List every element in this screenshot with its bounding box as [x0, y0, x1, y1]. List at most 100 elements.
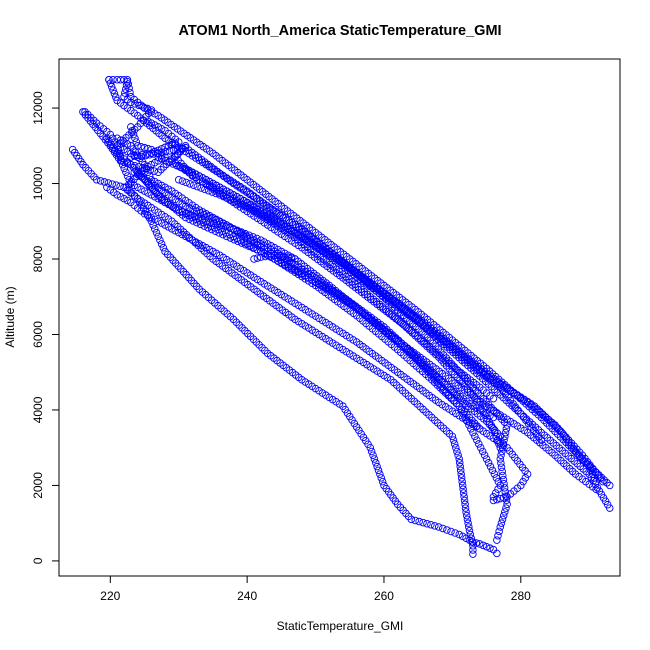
data-point: [369, 451, 377, 459]
data-point: [120, 158, 128, 166]
data-point: [455, 455, 463, 463]
data-point: [605, 481, 614, 490]
data-point: [140, 143, 149, 152]
data-point: [464, 519, 472, 527]
data-point: [599, 477, 607, 486]
data-point: [135, 101, 143, 110]
data-point: [287, 254, 296, 262]
data-point: [434, 523, 443, 531]
data-point: [196, 209, 205, 217]
data-point: [459, 485, 467, 493]
data-point: [127, 123, 135, 131]
data-point: [203, 220, 212, 229]
data-point: [497, 451, 505, 459]
data-point: [452, 399, 461, 408]
data-point: [473, 436, 481, 444]
data-point: [284, 253, 292, 261]
data-point: [193, 182, 202, 191]
data-point: [222, 229, 230, 237]
data-point: [501, 428, 510, 437]
data-point: [471, 432, 479, 441]
data-point: [499, 475, 508, 484]
data-point: [112, 181, 120, 189]
data-point: [467, 534, 475, 543]
data-point: [122, 168, 130, 176]
y-tick-label: 2000: [31, 472, 45, 499]
data-point: [503, 493, 511, 501]
data-point: [555, 426, 563, 434]
x-axis: 220 240 260 280: [100, 575, 531, 603]
data-point: [140, 160, 149, 169]
data-point: [219, 219, 227, 228]
data-point: [433, 381, 442, 389]
data-point: [154, 168, 162, 176]
data-point: [441, 389, 450, 397]
data-point: [92, 176, 101, 184]
data-point: [127, 98, 135, 107]
data-point: [476, 443, 485, 452]
data-point: [376, 470, 384, 478]
data-point: [476, 540, 484, 548]
data-point: [123, 76, 132, 84]
data-point: [367, 447, 376, 456]
data-point: [460, 496, 469, 505]
data-point: [270, 251, 279, 259]
data-point: [592, 485, 600, 493]
data-point: [482, 455, 491, 463]
data-point: [443, 526, 451, 534]
data-point: [521, 474, 530, 482]
data-point: [107, 82, 116, 91]
data-point: [488, 466, 497, 475]
data-point: [151, 225, 159, 233]
data-point: [600, 476, 609, 484]
data-point: [192, 215, 200, 223]
data-point: [447, 394, 455, 403]
data-point: [496, 523, 505, 531]
data-point: [225, 230, 234, 239]
data-point: [499, 511, 508, 520]
data-point: [110, 89, 119, 98]
data-point: [597, 473, 606, 482]
data-point: [171, 139, 180, 148]
data-point: [552, 423, 561, 432]
data-point: [453, 447, 461, 456]
data-point: [373, 462, 381, 471]
data-point: [497, 459, 505, 467]
data-point: [469, 546, 477, 554]
x-tick-label: 260: [374, 589, 394, 603]
data-point: [121, 85, 130, 93]
data-point: [469, 542, 477, 550]
data-point: [193, 207, 201, 216]
data-point: [196, 217, 204, 225]
data-point: [461, 504, 470, 512]
data-point: [499, 493, 508, 502]
data-point: [291, 255, 299, 263]
data-point: [415, 517, 423, 526]
data-point: [419, 518, 427, 527]
data-point: [143, 150, 151, 158]
data-point: [158, 155, 166, 163]
data-point: [490, 470, 499, 478]
data-point: [482, 543, 491, 551]
data-point: [457, 474, 466, 482]
data-point: [266, 252, 274, 260]
data-point: [96, 177, 105, 185]
data-point: [478, 447, 487, 456]
data-point: [144, 168, 152, 176]
data-point: [112, 93, 120, 101]
data-point: [491, 489, 500, 497]
data-point: [261, 252, 270, 261]
data-point: [452, 443, 460, 452]
data-point: [147, 149, 156, 158]
data-point: [164, 142, 173, 150]
data-point: [469, 428, 477, 437]
data-point: [496, 481, 505, 490]
data-point: [186, 180, 194, 188]
y-tick-label: 12000: [31, 91, 45, 125]
data-point: [279, 252, 288, 261]
data-point: [519, 477, 527, 486]
data-point: [489, 394, 498, 403]
data-point: [174, 138, 183, 146]
y-axis: 0 2000 4000 6000 8000 10000 12000: [31, 91, 60, 564]
data-point: [189, 205, 197, 214]
